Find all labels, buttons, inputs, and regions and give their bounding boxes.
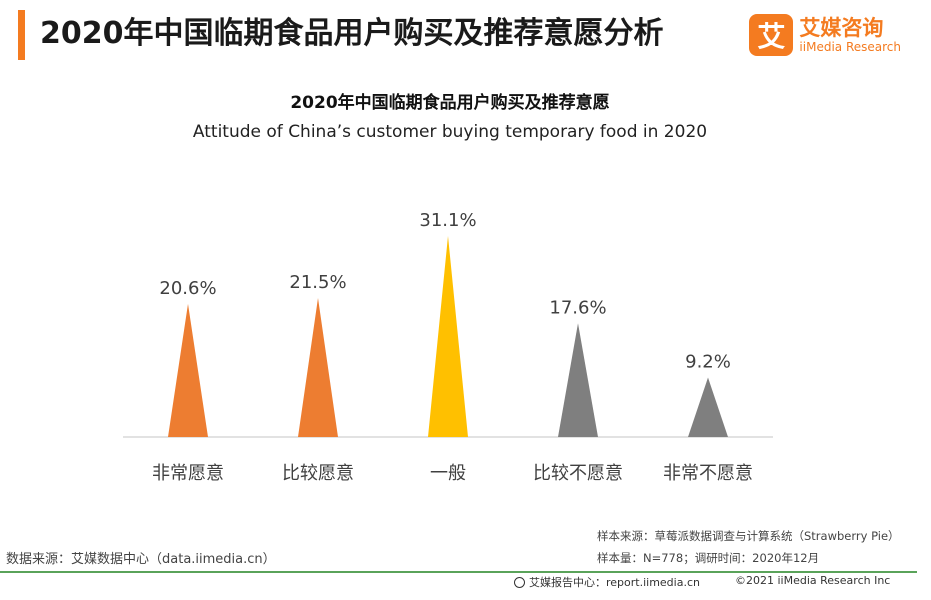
sample-source: 样本来源：草莓派数据调查与计算系统（Strawberry Pie） <box>597 529 900 543</box>
report-center-text: 艾媒报告中心：report.iimedia.cn <box>529 576 700 589</box>
logo-cn: 艾媒咨询 <box>799 16 884 40</box>
page-title: 2020年中国临期食品用户购买及推荐意愿分析 <box>40 16 664 51</box>
value-label-4: 17.6% <box>549 297 606 318</box>
logo-en: iiMedia Research <box>799 40 901 54</box>
title-accent-bar <box>18 10 25 60</box>
value-label-2: 21.5% <box>289 272 346 293</box>
category-label-3: 一般 <box>430 463 466 484</box>
bar-1 <box>168 303 208 437</box>
category-label-5: 非常不愿意 <box>663 463 753 484</box>
bar-5 <box>688 377 728 437</box>
footer-divider <box>0 571 917 573</box>
value-label-3: 31.1% <box>419 210 476 231</box>
value-label-5: 9.2% <box>685 352 731 373</box>
copyright: ©2021 iiMedia Research Inc <box>735 574 891 587</box>
chart-title: 2020年中国临期食品用户购买及推荐意愿 <box>290 93 610 113</box>
globe-icon <box>514 576 525 588</box>
bar-4 <box>558 323 598 437</box>
data-source: 数据来源：艾媒数据中心（data.iimedia.cn） <box>6 552 276 567</box>
sample-size: 样本量：N=778；调研时间：2020年12月 <box>597 551 820 565</box>
category-label-1: 非常愿意 <box>152 463 224 484</box>
category-label-2: 比较愿意 <box>282 463 354 484</box>
chart-area: 20.6% 非常愿意 21.5% 比较愿意 31.1% 一般 17.6% 比较不愿意 9.2% 非… <box>123 210 773 484</box>
logo-text: 艾媒咨询 iiMedia Research <box>799 16 901 54</box>
chart-subtitle: Attitude of China’s customer buying temp… <box>192 122 708 142</box>
category-label-4: 比较不愿意 <box>533 463 623 484</box>
logo-mark-icon: 艾 <box>749 14 794 56</box>
report-center: 艾媒报告中心：report.iimedia.cn <box>514 574 700 590</box>
bar-2 <box>298 298 338 437</box>
value-label-1: 20.6% <box>159 278 216 299</box>
logo: 艾 艾媒咨询 iiMedia Research <box>749 12 901 58</box>
bar-3 <box>428 236 468 437</box>
